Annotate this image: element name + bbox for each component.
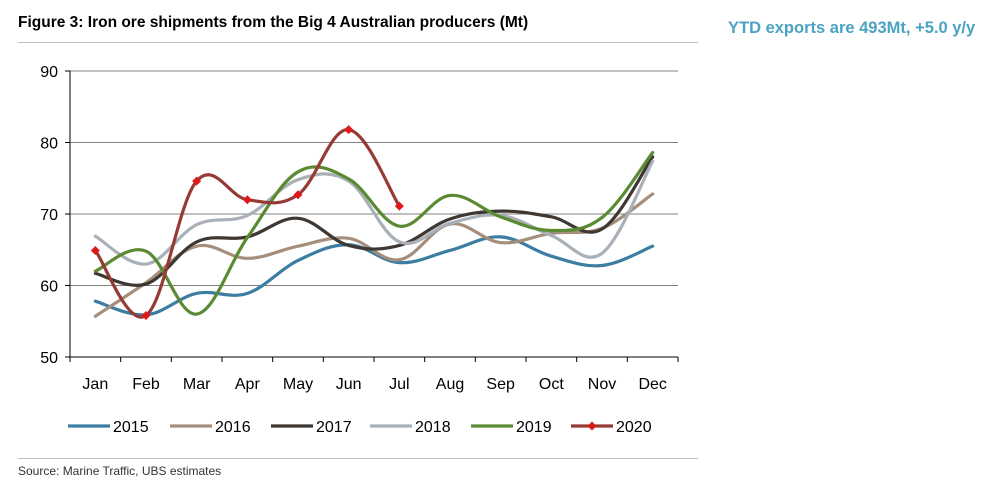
- series-2017: [93, 155, 655, 287]
- x-tick-label: Feb: [132, 376, 160, 393]
- legend-label-2019: 2019: [516, 419, 552, 436]
- legend-item-2017: 2017: [271, 419, 352, 436]
- side-note: YTD exports are 493Mt, +5.0 y/y: [728, 19, 976, 37]
- legend-item-2020: 2020: [571, 419, 652, 436]
- legend-label-2018: 2018: [415, 419, 451, 436]
- data-point-2020: [90, 245, 100, 255]
- y-tick-label: 60: [40, 279, 58, 296]
- y-tick-label: 90: [40, 64, 58, 81]
- x-tick-label: Jul: [389, 376, 409, 393]
- legend-label-2017: 2017: [316, 419, 352, 436]
- series-2020: [90, 125, 404, 321]
- y-tick-label: 80: [40, 136, 58, 153]
- x-tick-label: Apr: [235, 376, 261, 393]
- y-tick-label: 70: [40, 207, 58, 224]
- series-2015: [93, 235, 655, 317]
- x-tick-label: May: [283, 376, 313, 393]
- title-divider: [18, 42, 698, 43]
- data-point-2020: [242, 195, 252, 205]
- series-2019: [93, 150, 655, 316]
- x-tick-label: Sep: [486, 376, 515, 393]
- legend-item-2019: 2019: [471, 419, 552, 436]
- series-line-2015: [93, 235, 655, 317]
- legend-item-2016: 2016: [170, 419, 251, 436]
- series-line-2018: [93, 159, 655, 266]
- y-tick-label: 50: [40, 350, 58, 367]
- legend-marker-2020: [587, 421, 597, 431]
- data-point-2020: [141, 311, 151, 321]
- series-2018: [93, 159, 655, 266]
- x-tick-label: Jan: [82, 376, 108, 393]
- figure-title: Figure 3: Iron ore shipments from the Bi…: [18, 14, 529, 31]
- series-line-2020: [93, 128, 401, 319]
- data-point-2020: [344, 125, 354, 135]
- data-point-2020: [394, 201, 404, 211]
- source-note: Source: Marine Traffic, UBS estimates: [18, 464, 222, 478]
- source-divider: [18, 458, 698, 459]
- x-tick-label: Nov: [588, 376, 616, 393]
- x-tick-label: Jun: [336, 376, 362, 393]
- series-line-2019: [93, 150, 655, 316]
- x-tick-label: Oct: [539, 376, 564, 393]
- legend-label-2020: 2020: [616, 419, 652, 436]
- series-2016: [93, 192, 655, 318]
- legend-item-2015: 2015: [68, 419, 149, 436]
- legend-item-2018: 2018: [370, 419, 451, 436]
- legend-label-2015: 2015: [113, 419, 149, 436]
- x-tick-label: Dec: [638, 376, 666, 393]
- series-line-2017: [93, 155, 655, 287]
- legend-label-2016: 2016: [215, 419, 251, 436]
- series-line-2016: [93, 192, 655, 318]
- x-tick-label: Aug: [436, 376, 464, 393]
- data-point-2020: [192, 176, 202, 186]
- data-point-2020: [293, 190, 303, 200]
- x-tick-label: Mar: [183, 376, 211, 393]
